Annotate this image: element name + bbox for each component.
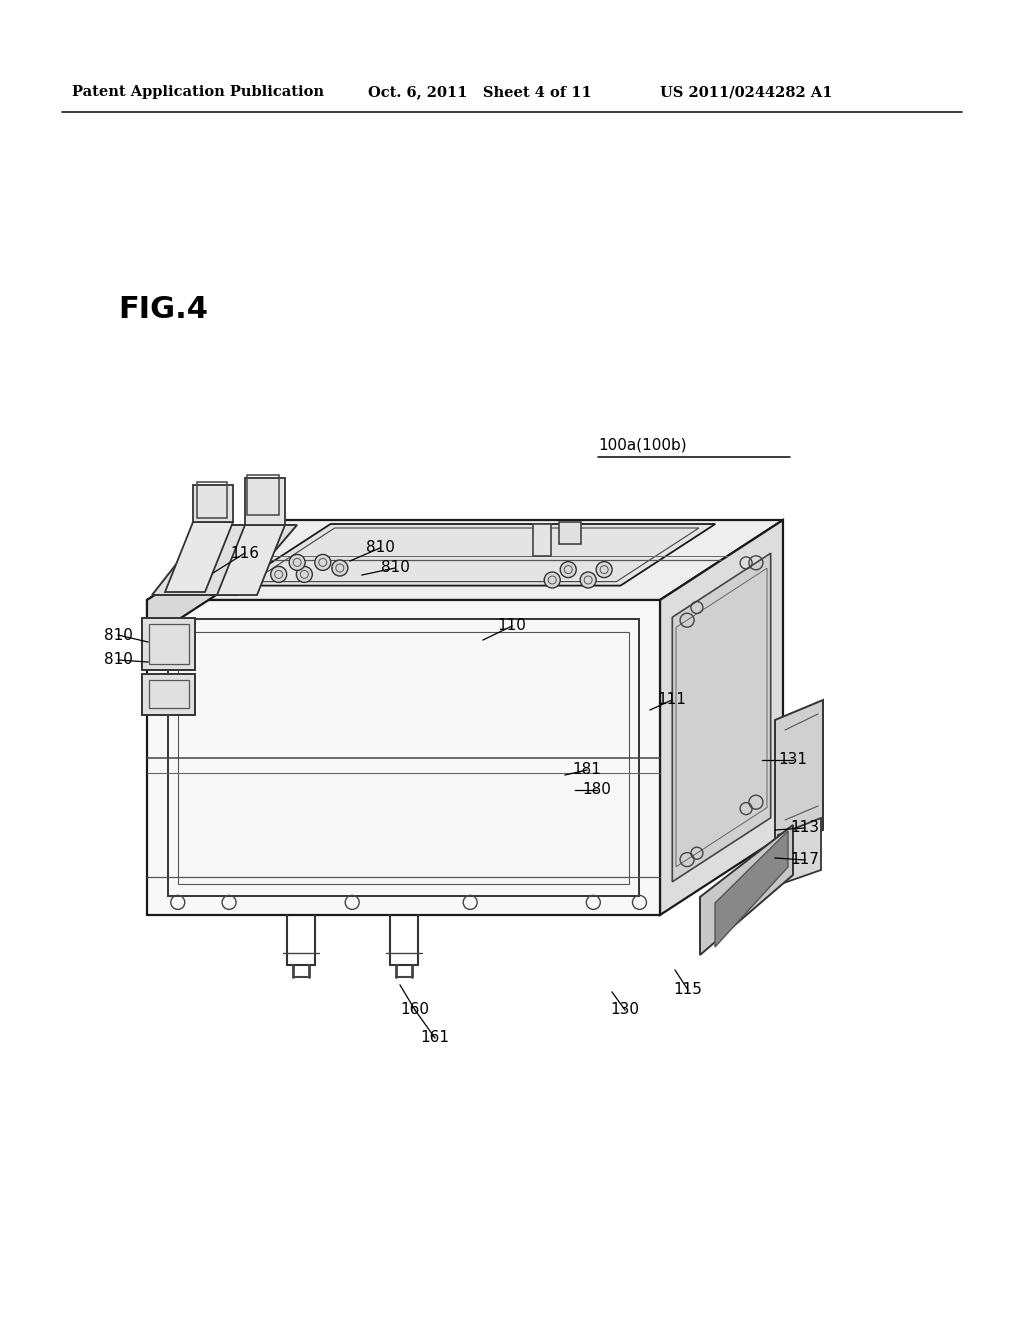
Circle shape (596, 561, 612, 578)
Circle shape (270, 566, 287, 582)
Polygon shape (673, 553, 771, 882)
Text: 810: 810 (366, 540, 394, 556)
Text: 116: 116 (230, 545, 259, 561)
Polygon shape (778, 818, 821, 884)
Text: 810: 810 (381, 561, 410, 576)
Polygon shape (245, 478, 285, 525)
Polygon shape (147, 601, 660, 915)
Polygon shape (142, 675, 195, 715)
Bar (150, 680, 189, 708)
Polygon shape (152, 525, 297, 595)
Text: 160: 160 (400, 1002, 429, 1018)
Polygon shape (142, 618, 195, 671)
Circle shape (332, 560, 348, 576)
Circle shape (289, 554, 305, 570)
Text: 111: 111 (657, 693, 686, 708)
Bar (247, 475, 279, 515)
Text: 131: 131 (778, 752, 808, 767)
Text: 161: 161 (421, 1031, 450, 1045)
Circle shape (296, 566, 312, 582)
Text: 810: 810 (103, 627, 132, 643)
Polygon shape (700, 825, 793, 954)
Polygon shape (147, 520, 270, 640)
Text: 110: 110 (498, 619, 526, 634)
Bar (559, 523, 581, 544)
Circle shape (560, 561, 577, 578)
Polygon shape (236, 524, 716, 586)
Polygon shape (193, 484, 233, 521)
Bar (150, 624, 189, 664)
Text: FIG.4: FIG.4 (118, 296, 208, 325)
Text: Oct. 6, 2011   Sheet 4 of 11: Oct. 6, 2011 Sheet 4 of 11 (368, 84, 592, 99)
Text: 181: 181 (572, 763, 601, 777)
Text: 113: 113 (791, 821, 819, 836)
Text: 180: 180 (583, 783, 611, 797)
Bar (534, 524, 551, 557)
Circle shape (581, 572, 596, 587)
Text: 117: 117 (791, 853, 819, 867)
Bar (197, 482, 227, 517)
Polygon shape (147, 520, 783, 601)
Polygon shape (660, 520, 783, 915)
Polygon shape (165, 521, 233, 591)
Text: US 2011/0244282 A1: US 2011/0244282 A1 (660, 84, 833, 99)
Text: 810: 810 (103, 652, 132, 668)
Circle shape (544, 572, 560, 587)
Text: Patent Application Publication: Patent Application Publication (72, 84, 324, 99)
Text: 115: 115 (674, 982, 702, 998)
Polygon shape (217, 525, 285, 595)
Text: 130: 130 (610, 1002, 640, 1018)
Text: 100a(100b): 100a(100b) (598, 438, 687, 453)
Polygon shape (715, 832, 788, 946)
Polygon shape (775, 700, 823, 845)
Circle shape (314, 554, 331, 570)
